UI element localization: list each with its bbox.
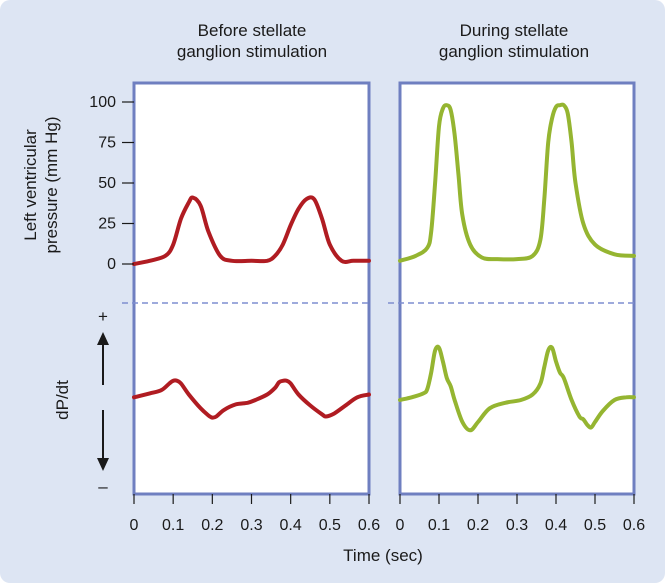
x-tick-label: 0.6	[623, 517, 645, 534]
x-tick-label: 0.4	[545, 517, 567, 534]
x-tick-label: 0.5	[584, 517, 606, 534]
dpdt-down-arrow-head	[97, 458, 109, 471]
panel-frame-during	[398, 81, 636, 496]
pressure-tick-label: 0	[107, 256, 116, 273]
dpdt-up-arrow-head	[97, 332, 109, 345]
pressure-tick-label: 25	[98, 216, 116, 233]
panel-title-during: During stellate ganglion stimulation	[384, 20, 644, 62]
pressure-tick-label: 75	[98, 135, 116, 152]
panel-title-before-line-2: ganglion stimulation	[176, 42, 328, 61]
dpdt-plus-label: +	[98, 307, 108, 326]
x-tick-label: 0.6	[358, 517, 380, 534]
dpdt-series-before	[132, 378, 371, 420]
pressure-series-during	[398, 102, 636, 263]
pressure-tick-label: 50	[98, 175, 116, 192]
x-tick-label: 0	[130, 517, 139, 534]
dpdt-axis-label: dP/dt	[53, 380, 72, 420]
pressure-axis-label-line: Left ventricular	[21, 129, 40, 241]
x-tick-label: 0.3	[506, 517, 528, 534]
panel-title-before: Before stellate ganglion stimulation	[122, 20, 382, 62]
panel-title-during-line-1: During stellate	[459, 21, 569, 40]
x-tick-label: 0	[396, 517, 405, 534]
pressure-axis-label-line: pressure (mm Hg)	[42, 117, 61, 254]
dpdt-minus-label: –	[98, 477, 108, 496]
dpdt-series-during	[398, 344, 636, 433]
pressure-tick-label: 100	[89, 94, 116, 111]
x-tick-label: 0.2	[201, 517, 223, 534]
pressure-series-before	[132, 195, 371, 266]
x-tick-label: 0.2	[467, 517, 489, 534]
x-tick-label: 0.1	[428, 517, 450, 534]
pressure-axis-label: Left ventricular pressure (mm Hg)	[21, 117, 61, 254]
panel-title-during-line-2: ganglion stimulation	[438, 42, 590, 61]
x-tick-label: 0.3	[240, 517, 262, 534]
x-tick-label: 0.1	[162, 517, 184, 534]
x-axis-label: Time (sec)	[343, 546, 423, 565]
panel-frame-before	[132, 81, 371, 496]
x-tick-label: 0.4	[280, 517, 302, 534]
x-tick-label: 0.5	[319, 517, 341, 534]
panel-title-before-line-1: Before stellate	[197, 21, 307, 40]
